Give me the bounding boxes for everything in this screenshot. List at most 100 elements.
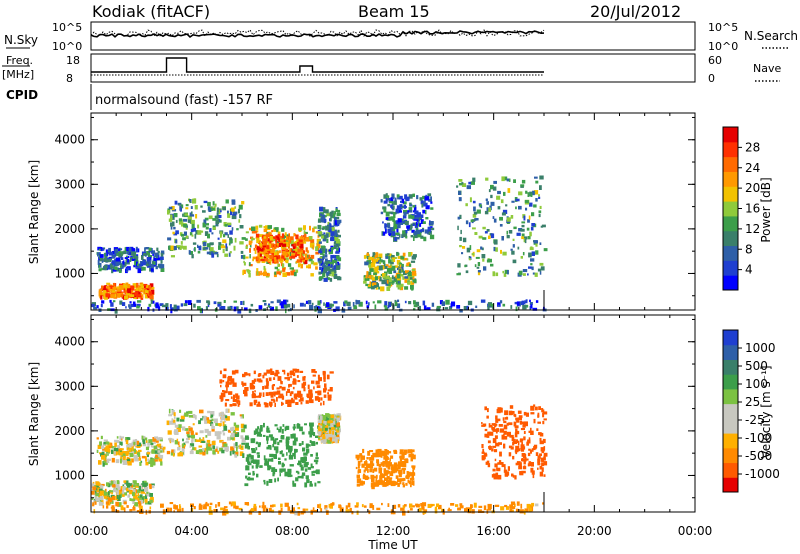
velocity-cell (274, 372, 279, 377)
power-cell (258, 224, 263, 228)
power-cell (414, 223, 419, 229)
power-cell (199, 245, 202, 248)
velocity-cell (542, 412, 545, 418)
velocity-cell (240, 416, 243, 419)
power-cell (388, 255, 391, 261)
velocity-cell (281, 386, 286, 391)
velocity-cell (310, 463, 313, 469)
power-cell (535, 250, 539, 255)
velocity-cell (487, 503, 492, 507)
power-cell (284, 254, 287, 258)
velocity-cell (515, 449, 519, 453)
power-cell (389, 201, 394, 204)
power-cell (488, 207, 491, 212)
velocity-cell (107, 482, 111, 488)
velocity-cell (128, 486, 131, 490)
power-cell (539, 242, 542, 245)
power-cell (456, 305, 461, 309)
power-cell (273, 228, 277, 232)
power-cell (263, 240, 268, 245)
power-cell (175, 305, 180, 310)
velocity-cell (319, 428, 323, 433)
power-cell (224, 253, 229, 257)
power-cell (392, 212, 395, 215)
power-cell (487, 305, 490, 311)
power-cell (245, 238, 248, 241)
power-cell (337, 234, 341, 238)
power-cell (293, 243, 297, 249)
velocity-cell (361, 504, 364, 508)
power-cell (326, 302, 330, 308)
freq-unit: [MHz] (2, 68, 34, 81)
velocity-cell (139, 499, 144, 504)
velocity-cell (153, 445, 157, 450)
velocity-cell (275, 449, 279, 453)
velocity-cell (120, 436, 125, 439)
power-cell (313, 226, 317, 229)
velocity-cell (271, 385, 274, 389)
velocity-cell (330, 414, 335, 418)
power-cell (264, 235, 269, 241)
velocity-cell (280, 381, 283, 385)
power-cell (118, 253, 122, 258)
velocity-cell (178, 424, 182, 429)
velocity-cell (113, 448, 119, 452)
velocity-cell (277, 441, 280, 446)
velocity-cell (104, 488, 107, 492)
power-cell (468, 222, 471, 228)
power-cell (329, 225, 334, 228)
power-cell (210, 207, 215, 211)
velocity-cell (516, 501, 520, 506)
velocity-cell (387, 470, 391, 474)
velocity-cell (211, 440, 216, 445)
power-cell (523, 238, 526, 243)
velocity-cell (297, 507, 301, 510)
power-cell (126, 292, 131, 296)
x-axis-label: Time UT (367, 538, 418, 552)
velocity-cell (311, 471, 314, 474)
velocity-cell (464, 508, 469, 512)
velocity-cell (222, 510, 227, 516)
power-cell (117, 248, 121, 251)
velocity-cell (247, 462, 252, 466)
power-cell (319, 238, 321, 242)
power-cell (334, 220, 337, 226)
velocity-cell (489, 425, 493, 428)
velocity-cell (211, 418, 214, 422)
velocity-cell (153, 459, 158, 462)
velocity-cell (263, 422, 265, 428)
velocity-cell (271, 467, 276, 472)
velocity-cell (537, 462, 541, 466)
velocity-cell (120, 443, 123, 446)
velocity-cell (522, 423, 526, 428)
power-cell (200, 205, 203, 208)
velocity-cell (397, 482, 400, 487)
velocity-cell (438, 504, 442, 509)
velocity-cell (402, 510, 406, 516)
power-cell (407, 281, 411, 285)
velocity-cell (132, 491, 135, 497)
velocity-cell (134, 458, 139, 462)
velocity-cell (403, 469, 406, 474)
power-cell (195, 214, 198, 219)
power-cell (436, 307, 441, 312)
velocity-cell (412, 454, 416, 460)
velocity-cell (256, 473, 259, 478)
velocity-cell (508, 445, 513, 449)
velocity-cell (543, 455, 546, 459)
power-cell (302, 250, 305, 254)
power-cell (322, 248, 326, 254)
power-cell (236, 306, 239, 310)
power-cell (185, 207, 189, 210)
velocity-cell (459, 503, 463, 506)
velocity-colorbar-swatch (723, 330, 738, 346)
power-cell (394, 236, 397, 241)
velocity-cell (195, 432, 198, 435)
velocity-cell (188, 427, 193, 432)
power-cell (316, 238, 319, 244)
velocity-cell (179, 409, 182, 413)
nave-tick-bottom: 0 (708, 72, 715, 85)
velocity-cell (286, 436, 290, 441)
power-cell (130, 251, 136, 256)
nave-tick-top: 60 (708, 54, 722, 67)
